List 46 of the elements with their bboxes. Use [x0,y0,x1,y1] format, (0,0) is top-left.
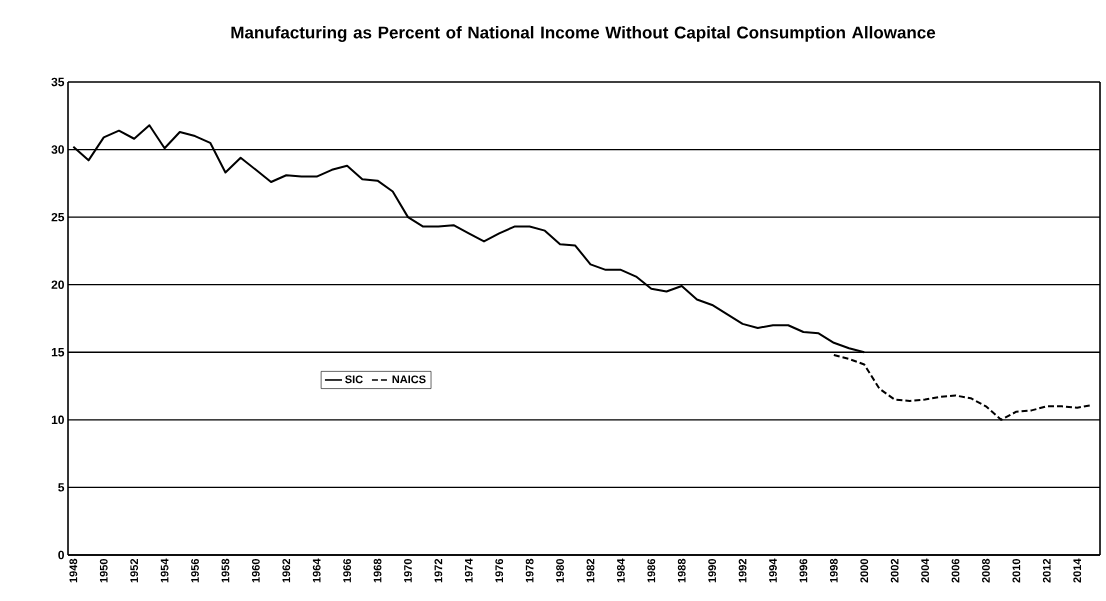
x-tick-label: 1994 [769,558,777,583]
x-tick-label: 1974 [464,558,473,583]
x-tick-label: 1968 [373,558,382,583]
x-tick-label: 1998 [829,558,838,583]
x-tick-label: 2004 [921,558,929,583]
x-tick-label: 2006 [951,558,960,583]
x-tick-label: 1996 [799,558,808,583]
x-tick-label: 1992 [738,558,747,583]
y-tick-label: 0 [58,550,64,560]
y-tick-label: 15 [51,348,65,357]
chart-title: Manufacturing as Percent of National Income Without Capital Consumption Allowance [231,26,936,42]
x-tick-label: 1972 [434,558,443,583]
line-series [72,124,866,354]
x-tick-label: 1956 [191,558,199,583]
x-tick-label: 1982 [586,558,595,583]
x-tick-label: 1976 [495,558,504,583]
legend-label: SIC [345,375,363,384]
x-tick-label: 2008 [982,558,990,583]
legend-label: NAICS [392,375,426,384]
y-tick-label: 25 [51,212,65,222]
y-tick-label: 5 [58,483,65,492]
x-tick-label: 2014 [1073,558,1082,583]
x-tick-label: 1958 [221,558,230,583]
x-tick-label: 1978 [525,558,534,583]
x-tick-label: 1948 [69,558,78,583]
x-tick-label: 1970 [404,558,412,583]
x-tick-label: 2012 [1042,558,1051,583]
y-tick-label: 20 [51,280,64,289]
x-tick-label: 1960 [251,558,260,583]
x-tick-label: 1954 [160,558,169,583]
x-tick-label: 1986 [647,558,656,583]
x-tick-label: 1964 [312,558,321,583]
x-tick-label: 1952 [130,558,139,583]
x-tick-label: 1990 [708,558,717,583]
x-tick-label: 1980 [556,558,564,583]
y-tick-label: 10 [51,415,64,425]
y-tick-label: 35 [51,77,65,87]
y-tick-label: 30 [51,145,64,154]
x-tick-label: 2002 [890,558,899,583]
x-tick-label: 1984 [617,558,625,583]
x-tick-label: 1950 [99,558,108,583]
x-tick-label: 1962 [282,558,291,583]
x-tick-label: 2000 [860,558,869,583]
x-tick-label: 1988 [677,558,686,583]
x-tick-label: 1966 [343,558,352,583]
x-tick-label: 2010 [1012,558,1021,583]
